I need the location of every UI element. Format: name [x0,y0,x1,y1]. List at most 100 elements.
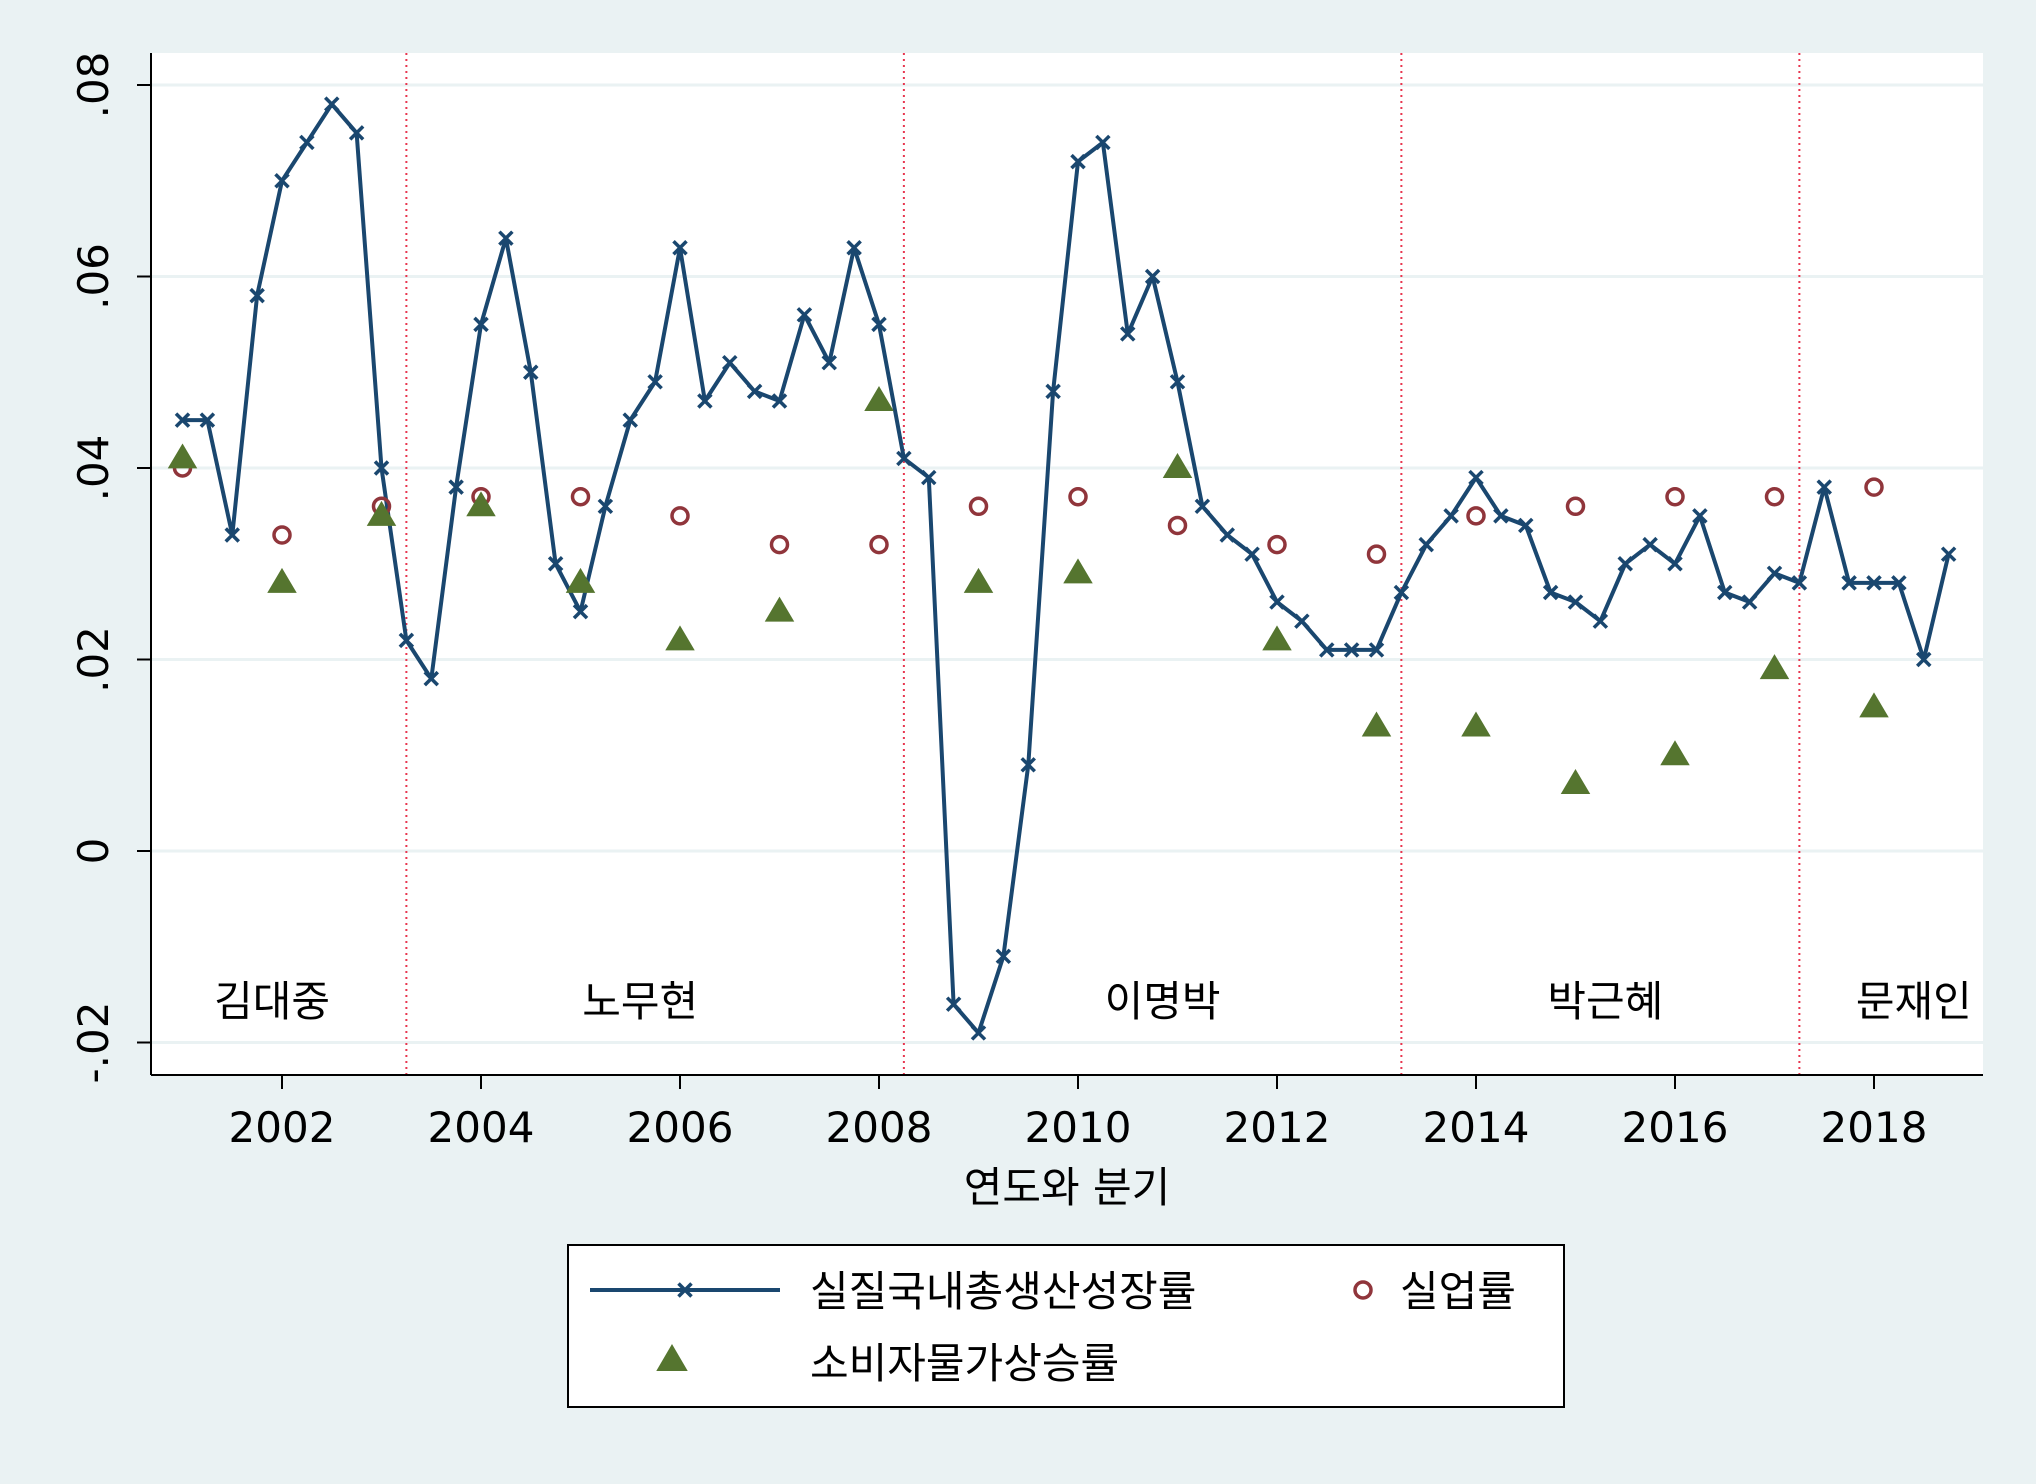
x-marker-stroke [1518,517,1534,534]
x-marker-stroke [1244,546,1260,562]
x-marker-stroke [1269,594,1285,610]
series-cpi [167,386,1889,794]
gdp-point [1393,584,1410,601]
gdp-point [672,240,688,256]
unemployment-point [1366,544,1387,564]
x-marker-stroke [896,450,912,467]
x-marker-stroke [597,498,614,515]
x-marker-stroke [523,364,539,380]
gdp-point [1766,565,1783,582]
x-marker-stroke [1319,642,1335,658]
president-label: 노무현 [582,977,698,1026]
gdp-point [1343,642,1360,658]
x-marker-stroke [547,556,564,572]
gdp-point [1418,536,1434,553]
x-axis-title: 연도와 분기 [964,1163,1171,1212]
gdp-point [945,996,962,1012]
legend-gdp-x [677,1282,693,1298]
gdp-point [1443,508,1459,524]
gdp-point [373,460,390,476]
unemployment-point [570,486,591,507]
x-marker-stroke [677,1282,693,1298]
x-marker-stroke [1418,536,1434,553]
gdp-point [597,498,614,515]
x-marker-stroke [1343,642,1360,658]
gdp-point [448,479,464,495]
gdp-point [1791,575,1808,591]
x-tick-label: 2006 [627,1103,734,1152]
legend-unemployment-label: 실업률 [1400,1267,1516,1316]
x-tick-label: 2010 [1025,1103,1132,1152]
unemployment-point [1466,506,1486,526]
gdp-point [1095,134,1111,151]
cpi-point [565,567,596,593]
gdp-point [1144,268,1161,285]
gdp-point [1816,479,1832,495]
gdp-point [1518,517,1534,534]
legend-gdp-label: 실질국내총생산성장률 [810,1267,1196,1316]
gdp-point [174,412,191,428]
x-marker-stroke [1692,508,1708,524]
x-marker-stroke [1144,268,1161,285]
gdp-point [1567,594,1584,610]
president-labels: 김대중 노무현 이명박 박근혜 문재인 [214,977,1972,1026]
gdp-point [722,354,738,371]
y-tick-label: .08 [69,52,118,119]
unemployment-point [1764,486,1785,507]
x-marker-stroke [1866,575,1882,591]
x-marker-stroke [1816,479,1832,495]
x-marker-stroke [1070,153,1086,170]
gdp-point [1319,642,1335,658]
plot-area [151,53,1983,1075]
cpi-point [466,491,496,517]
x-marker-stroke [199,412,216,428]
gdp-point [1045,383,1061,400]
gridlines [151,83,1983,1044]
x-marker-stroke [1791,575,1808,591]
x-marker-stroke [174,412,191,428]
x-marker-stroke [1542,584,1559,601]
cpi-point [1660,740,1690,766]
legend-cpi-label: 소비자물가상승률 [810,1339,1119,1388]
x-marker-stroke [945,996,962,1012]
gdp-point [1219,527,1235,543]
x-marker-stroke [622,412,638,428]
x-marker-stroke [1741,594,1758,610]
gdp-point [473,316,489,333]
unemployment-point [670,506,690,526]
x-marker-stroke [572,603,589,620]
gdp-point [995,948,1012,965]
cpi-point [1461,711,1491,737]
y-tick-label: .02 [69,626,118,693]
gdp-point [398,632,415,649]
x-marker-stroke [1045,383,1061,400]
legend-gdp-marker [677,1282,693,1298]
unemployment-point [769,534,790,555]
gdp-point [746,383,763,400]
x-marker-stroke [1120,326,1136,342]
cpi-point [1560,769,1591,794]
cpi-point [366,500,397,526]
x-marker-stroke [398,632,415,649]
x-marker-stroke [970,1025,987,1041]
gdp-point [498,230,514,246]
x-marker-stroke [1219,527,1235,543]
gdp-point [1468,469,1484,486]
gdp-point [1244,546,1260,562]
gdp-point [348,125,365,141]
gdp-point [846,240,862,256]
unemployment-point [1167,515,1188,536]
gdp-point [1866,575,1882,591]
gdp-point [547,556,564,572]
x-marker-stroke [1468,469,1484,486]
gdp-point [1542,584,1559,601]
x-marker-stroke [1891,575,1907,591]
unemployment-point [869,534,889,555]
x-tick-label: 2008 [826,1103,933,1152]
y-tick-label: -.02 [69,1002,118,1084]
gdp-point [1642,536,1658,553]
gdp-point [697,393,713,409]
gdp-point [821,354,837,371]
gdp-point [1120,326,1136,342]
x-marker-stroke [1617,556,1633,572]
